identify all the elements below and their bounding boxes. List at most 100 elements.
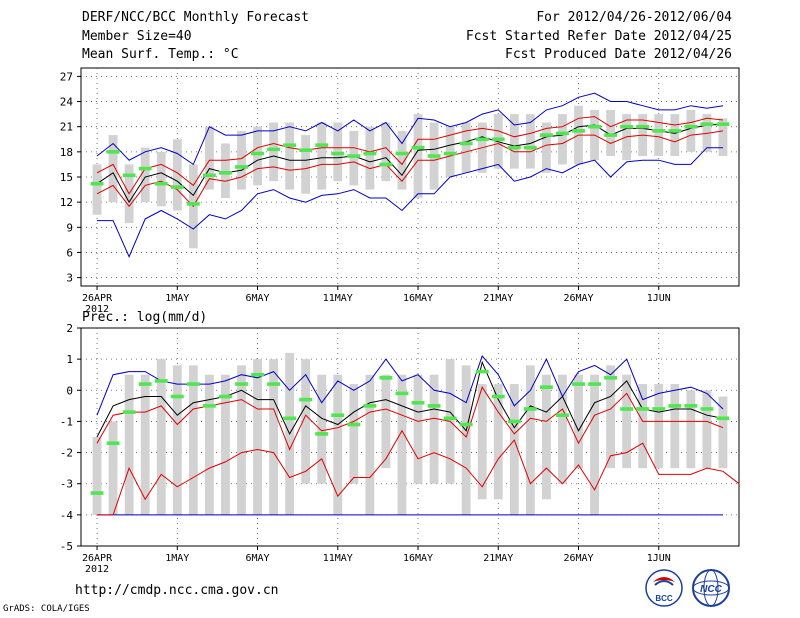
temp-ensemble-box bbox=[204, 126, 214, 190]
temp-observed-mark bbox=[652, 129, 666, 133]
temp-observed-mark bbox=[283, 143, 297, 147]
temp-outer-high-line bbox=[96, 92, 724, 166]
source-url[interactable]: http://cmdp.ncc.cma.gov.cn bbox=[75, 583, 279, 598]
temp-xtick-label: 11MAY bbox=[323, 293, 353, 304]
ncc-logo: NCC bbox=[692, 569, 730, 607]
temp-ensemble-box bbox=[686, 109, 696, 152]
prec-ytick-label: 1 bbox=[66, 353, 73, 366]
temp-ensemble-box bbox=[317, 122, 327, 190]
temp-ensemble-box bbox=[381, 122, 391, 182]
prec-observed-mark bbox=[572, 382, 585, 386]
temp-ensemble-box bbox=[156, 151, 166, 207]
prec-plot-frame bbox=[80, 327, 740, 547]
temp-observed-mark bbox=[588, 124, 601, 129]
temp-observed-mark bbox=[202, 173, 216, 178]
temp-ensemble-box bbox=[285, 122, 295, 190]
prec-xtick-label: 16MAY bbox=[403, 553, 433, 564]
temp-ensemble-mean-line bbox=[96, 123, 724, 204]
temp-ensemble-box bbox=[349, 130, 359, 186]
temp-xtick-label: 16MAY bbox=[403, 293, 433, 304]
prec-observed-mark bbox=[283, 416, 297, 421]
temp-observed-mark bbox=[411, 145, 425, 150]
prec-ensemble-box bbox=[413, 374, 423, 484]
prec-observed-mark bbox=[331, 413, 345, 417]
prec-ensemble-box bbox=[590, 374, 599, 515]
temp-ensemble-box bbox=[397, 130, 407, 190]
temp-ensemble-box bbox=[413, 114, 423, 198]
prec-ensemble-box bbox=[574, 374, 583, 469]
prec-ensemble-box bbox=[253, 359, 262, 515]
temp-observed-mark bbox=[604, 133, 618, 137]
precipitation-panel: -5 -4 -3 -2 -1 0 1 2 26APR 1MAY 6MAY 11MAY 16MAY 21MA… bbox=[60, 322, 740, 575]
prec-ensemble-box bbox=[654, 384, 664, 469]
prec-observed-mark bbox=[138, 382, 152, 386]
prec-observed-mark bbox=[90, 491, 104, 495]
prec-ensemble-box bbox=[638, 384, 648, 469]
temp-observed-mark bbox=[251, 151, 264, 156]
temp-ensemble-box bbox=[461, 122, 471, 173]
prec-ensemble-box bbox=[702, 390, 712, 469]
temp-observed-mark bbox=[235, 165, 248, 169]
temp-ensemble-box bbox=[654, 114, 664, 157]
temp-ensemble-box bbox=[269, 122, 278, 182]
temp-ensemble-box bbox=[140, 147, 150, 203]
prec-ensemble-box bbox=[92, 437, 102, 515]
prec-observed-mark bbox=[379, 376, 393, 380]
prec-xtick-label: 1MAY bbox=[165, 553, 189, 564]
prec-outer-high-line bbox=[96, 355, 724, 416]
temp-xtick-label: 26APR bbox=[82, 293, 113, 304]
prec-observed-mark bbox=[315, 432, 329, 436]
prec-ensemble-box bbox=[381, 374, 391, 469]
prec-xtick-label: 1JUN bbox=[647, 553, 671, 564]
prec-ensemble-box bbox=[108, 421, 118, 515]
temp-observed-mark bbox=[716, 122, 730, 126]
temp-observed-mark bbox=[572, 129, 585, 133]
prec-observed-mark bbox=[363, 404, 377, 408]
prec-observed-mark bbox=[668, 404, 682, 408]
prec-observed-mark bbox=[507, 419, 521, 424]
prec-ensemble-box bbox=[461, 365, 471, 515]
temp-observed-mark bbox=[267, 147, 281, 152]
prec-observed-mark bbox=[186, 382, 200, 386]
prec-ensemble-box bbox=[558, 374, 567, 484]
temp-observed-mark bbox=[539, 133, 553, 137]
temp-ensemble-box bbox=[365, 126, 375, 190]
prec-ytick-label: -3 bbox=[60, 478, 73, 491]
grads-credit: GrADS: COLA/IGES bbox=[3, 604, 90, 614]
prec-ytick-label: -4 bbox=[60, 509, 74, 522]
prec-ensemble-box bbox=[686, 390, 696, 469]
temp-observed-mark bbox=[636, 124, 650, 129]
prec-year-label: 2012 bbox=[85, 564, 109, 575]
temp-ensemble-box bbox=[253, 126, 262, 186]
temp-observed-mark bbox=[138, 166, 152, 171]
prec-observed-mark bbox=[700, 407, 714, 411]
prec-ensemble-box bbox=[718, 396, 728, 469]
temp-observed-mark bbox=[507, 145, 521, 150]
temp-xtick-label: 1MAY bbox=[165, 293, 189, 304]
fcst-produced-label: Fcst Produced Date 2012/04/26 bbox=[505, 47, 732, 62]
prec-ensemble-box bbox=[204, 374, 214, 515]
prec-observed-mark bbox=[299, 397, 313, 402]
temp-observed-mark bbox=[668, 129, 682, 133]
temp-ensemble-box bbox=[718, 118, 728, 157]
temp-xtick-label: 1JUN bbox=[647, 293, 671, 304]
temp-observed-mark bbox=[347, 154, 361, 158]
prec-observed-mark bbox=[170, 394, 184, 399]
prec-observed-mark bbox=[251, 372, 264, 377]
temp-inner-high-line bbox=[96, 116, 724, 195]
chart-title: DERF/NCC/BCC Monthly Forecast bbox=[82, 10, 309, 25]
temp-observed-mark bbox=[395, 151, 409, 156]
temp-observed-mark bbox=[459, 141, 473, 146]
temp-observed-mark bbox=[154, 181, 168, 186]
prec-observed-mark bbox=[539, 385, 553, 389]
temp-xtick-label: 26MAY bbox=[563, 293, 593, 304]
prec-observed-mark bbox=[122, 410, 136, 414]
prec-ensemble-box bbox=[333, 374, 343, 515]
temp-observed-mark bbox=[90, 181, 104, 186]
temp-observed-mark bbox=[475, 137, 489, 142]
temp-inner-low-line bbox=[96, 130, 724, 208]
prec-inner-high-line bbox=[96, 386, 724, 451]
prec-ensemble-box bbox=[269, 359, 278, 515]
prec-ytick-label: -1 bbox=[60, 415, 73, 428]
prec-xtick-label: 26APR bbox=[82, 553, 113, 564]
